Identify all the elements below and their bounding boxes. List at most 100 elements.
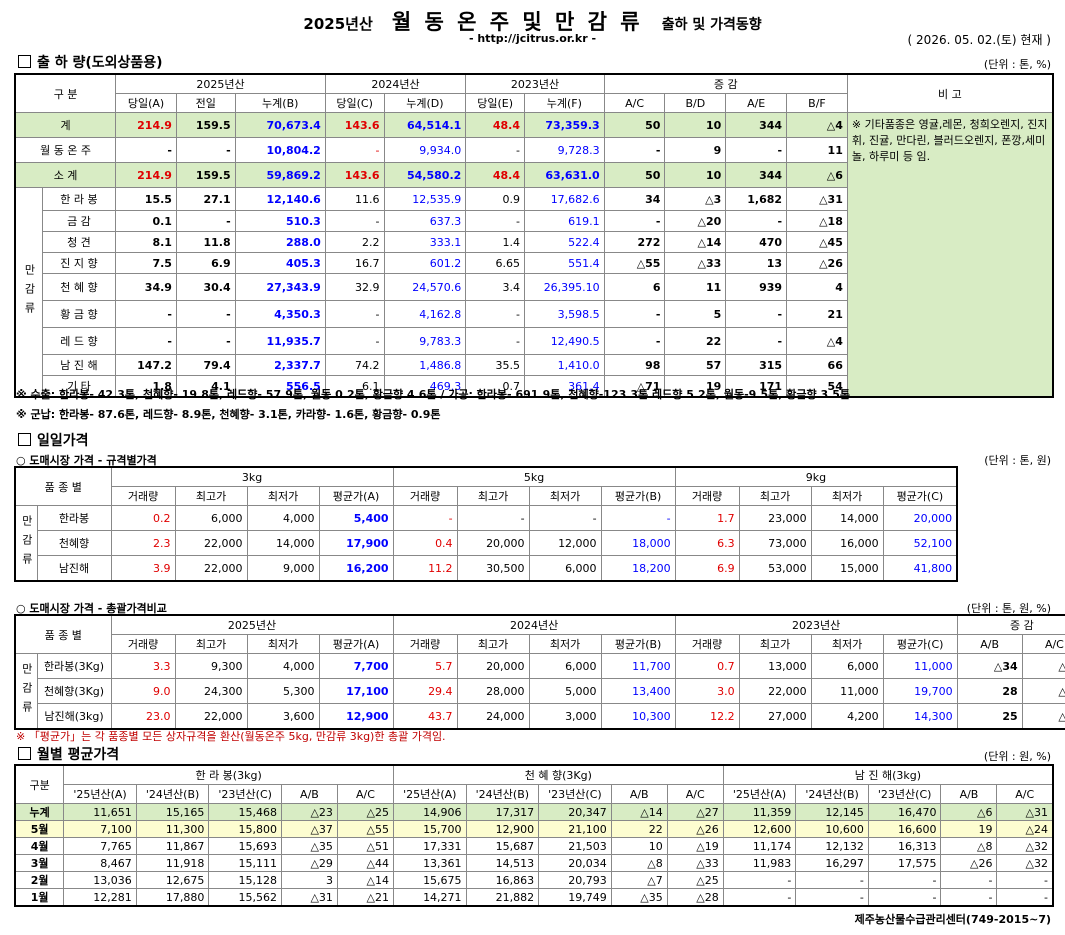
table-cell: 11,867 — [135, 837, 210, 855]
table-row: 청 견 8.1 11.8 288.0 2.2 333.1 1.4 522.4 272 △14 470… — [15, 231, 1053, 253]
table-cell: 1.4 — [465, 231, 525, 253]
table-cell: 13,036 — [63, 871, 137, 889]
col-group-header: 구 분 — [14, 73, 117, 113]
table-cell: 4,162.8 — [383, 300, 467, 328]
table-row: 만감류 한라봉(3Kg) 3.3 9,300 4,000 7,700 5.7 20,000 6,… — [14, 653, 1065, 730]
monthly-subheader-row: '25년산(A) '24년산(B) '23년산(C) A/B A/C '25년산(A) '2… — [15, 784, 1054, 804]
table-cell: 344 — [725, 162, 788, 188]
table-cell: △32 — [996, 837, 1054, 855]
namjinhae-header: 남 진 해(3kg) — [722, 764, 1054, 785]
table-cell: 12,535.9 — [383, 187, 467, 211]
table-cell: 14,300 — [882, 703, 958, 730]
column-header: 최고가 — [738, 634, 812, 654]
table-row: 천 혜 향 34.9 30.4 27,343.9 32.9 24,570.6 3.4 26,3… — [15, 273, 1053, 301]
column-header: 평균가(A) — [318, 634, 394, 654]
table-cell: 12,900 — [465, 820, 540, 838]
table-cell: 34 — [603, 187, 666, 211]
table-cell: 11,983 — [722, 854, 797, 872]
table-cell: 28,000 — [456, 678, 530, 704]
table-cell: 12,675 — [135, 871, 210, 889]
column-header: '25년산(A) — [63, 784, 137, 804]
table-cell: △4 — [786, 112, 848, 138]
table-cell: 522.4 — [523, 231, 605, 253]
size-5kg-header: 5kg — [392, 466, 676, 487]
mangam-group-label: 만감류 — [14, 653, 38, 730]
table-cell: 20,000 — [456, 530, 530, 556]
table-cell: 6.65 — [465, 252, 525, 274]
table-cell: 6.9 — [175, 252, 236, 274]
table-cell: 5,300 — [246, 678, 320, 704]
table-cell: 21,100 — [538, 820, 612, 838]
table-row: 4월 7,765 11,867 15,693 △35 △51 17,331 15,687 21,… — [14, 837, 1054, 855]
row-label: 4월 — [14, 837, 65, 855]
report-date: ( 2026. 05. 02.(토) 현재 ) — [907, 33, 1051, 47]
table-row: 천혜향 2.3 22,000 14,000 17,900 0.4 20,000 12,000 1… — [15, 530, 958, 556]
table-cell: 23,000 — [738, 505, 812, 531]
table-cell: 11.8 — [175, 231, 236, 253]
table-cell: △55 — [336, 820, 394, 838]
table-cell: 15,693 — [208, 837, 282, 855]
table-cell: △30 — [1021, 653, 1065, 679]
table-cell: 53,000 — [738, 555, 812, 582]
table-cell: - — [175, 300, 236, 328]
table-cell: 2.2 — [324, 231, 385, 253]
table-cell: 12,140.6 — [234, 187, 326, 211]
table-cell: 14,906 — [392, 803, 467, 821]
table-cell: 16,600 — [867, 820, 942, 838]
table-cell: 11.2 — [392, 555, 458, 582]
table-cell: 14,000 — [810, 505, 884, 531]
table-cell: 24,000 — [456, 703, 530, 730]
table-cell: - — [115, 137, 177, 163]
footer-credit: 제주농산물수급관리센터(749-2015~7) — [854, 913, 1051, 926]
table-cell: - — [940, 871, 998, 889]
year-2024-header: 2024년산 — [324, 73, 467, 94]
table-cell: 18,200 — [600, 555, 676, 582]
column-header: '23년산(C) — [867, 784, 942, 804]
table-cell: 20,034 — [538, 854, 612, 872]
table-row: 계 214.9 159.5 70,673.4 143.6 64,514.1 48.4 73,3… — [14, 112, 1054, 398]
table-row: 금 감 0.1-510.3-637.3-619.1- △20- △18 — [15, 210, 1053, 232]
column-header: 최고가 — [174, 634, 248, 654]
table-cell: 13 — [725, 252, 788, 274]
column-header: B/D — [664, 93, 727, 113]
table-cell: 1.8 — [115, 375, 177, 398]
row-label: 천혜향(3Kg) — [36, 678, 112, 704]
site-url[interactable]: - http://jcitrus.or.kr - — [468, 32, 597, 45]
row-label: 한라봉(3Kg) — [36, 653, 112, 679]
table-cell: △25 — [666, 871, 724, 889]
checkbox-square-icon — [18, 747, 31, 760]
spec-header-row: 품 종 별 3kg 5kg 9kg — [14, 466, 958, 506]
remark-cell: ※ 기타품종은 영귤,레몬, 청희오렌지, 진지휘, 진귤, 만다린, 블러드오… — [846, 112, 1054, 398]
column-header: 최저가 — [810, 634, 884, 654]
spec-price-table: 품 종 별 3kg 5kg 9kg 거래량 최고가 최저가 평균가(A) 거래량 최고가 최… — [14, 466, 959, 582]
table-cell: - — [115, 300, 177, 328]
table-cell: - — [600, 505, 676, 531]
table-cell: 16,313 — [867, 837, 942, 855]
table-cell: 16,200 — [318, 555, 394, 582]
table-cell: 26,395.10 — [523, 273, 605, 301]
table-cell: 5.7 — [392, 653, 458, 679]
table-cell: △24 — [996, 820, 1054, 838]
table-row: 5월 7,100 11,300 15,800 △37 △55 15,700 12,900 21,… — [14, 820, 1054, 838]
table-cell: 27,000 — [738, 703, 812, 730]
table-cell: 54,580.2 — [383, 162, 467, 188]
table-cell: △28 — [666, 888, 724, 907]
column-header: 최저가 — [246, 634, 320, 654]
column-header: 거래량 — [392, 634, 458, 654]
column-header: 당일(C) — [324, 93, 385, 113]
table-cell: 22,000 — [174, 555, 248, 582]
table-cell: △8 — [940, 837, 998, 855]
table-cell: 17,682.6 — [523, 187, 605, 211]
table-cell: - — [456, 505, 530, 531]
table-cell: △35 — [610, 888, 668, 907]
table-cell: 5,000 — [528, 678, 602, 704]
table-cell: △14 — [664, 231, 727, 253]
table-cell: 1,682 — [725, 187, 788, 211]
table-cell: 288.0 — [234, 231, 326, 253]
column-header: A/C — [666, 784, 724, 804]
table-cell: - — [722, 888, 797, 907]
column-header: A/C — [336, 784, 394, 804]
table-row: 2월 13,036 12,675 15,128 3 △14 15,675 16,863 20,7… — [14, 871, 1054, 889]
table-cell: 9,300 — [174, 653, 248, 679]
table-row: 만감류 한라봉 0.2 6,000 4,000 5,400- - - -1.7 23,000 14,… — [14, 505, 958, 582]
